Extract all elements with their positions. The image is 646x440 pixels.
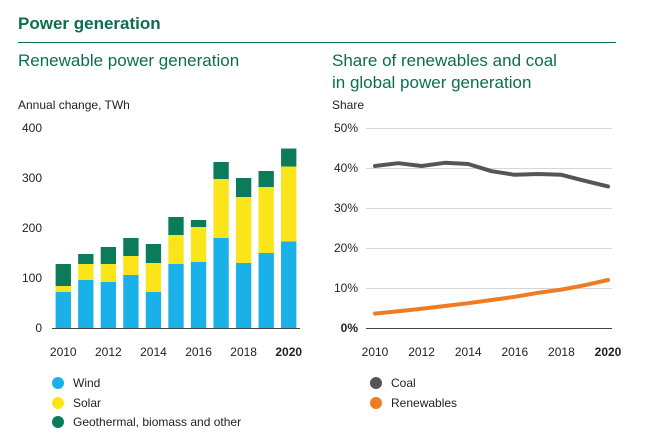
wind-bar [145, 292, 162, 328]
legend-label-solar: Solar [73, 396, 102, 410]
geothermal-bar [168, 217, 184, 235]
wind-bar [123, 275, 139, 328]
geothermal-bar [145, 244, 162, 263]
wind-bar [213, 238, 229, 328]
geothermal-bar [78, 254, 94, 264]
geothermal-bar [123, 238, 139, 256]
bar-y-tick-label: 0 [35, 321, 42, 335]
geothermal-bar [213, 162, 229, 179]
bar-x-tick-label: 2020 [275, 345, 302, 359]
line-chart: 0% 10% 20% 30% 40% 50% 2010 2012 2014 2016 2018 202… [334, 121, 622, 359]
solar-bar [258, 187, 274, 253]
line-x-tick-label: 2016 [501, 345, 528, 359]
legend-label-coal: Coal [391, 376, 416, 390]
solar-bar [235, 197, 252, 263]
bar-x-tick-label: 2016 [185, 345, 212, 359]
line-y-tick-label: 20% [334, 241, 358, 255]
bar-y-tick-label: 400 [22, 121, 42, 135]
wind-bar [100, 282, 117, 328]
bar-chart: 0 100 200 300 400 2010 2012 2014 2016 2018 2020 [22, 121, 302, 359]
solar-bar [145, 263, 162, 292]
line-x-tick-label: 2014 [455, 345, 482, 359]
wind-bar [168, 264, 184, 328]
line-x-tick-label: 2018 [548, 345, 575, 359]
wind-bar [55, 292, 71, 328]
line-x-tick-label: 2012 [408, 345, 435, 359]
line-y-tick-label: 40% [334, 161, 358, 175]
wind-dot-icon [52, 377, 64, 389]
bar-y-tick-label: 100 [22, 271, 42, 285]
wind-bar [281, 241, 297, 328]
geothermal-bar [281, 148, 297, 167]
solar-bar [55, 286, 71, 292]
bar-x-tick-label: 2010 [50, 345, 77, 359]
bar-x-tick-label: 2012 [95, 345, 122, 359]
legend-label-geothermal: Geothermal, biomass and other [73, 415, 242, 429]
bar-chart-ylabel: Annual change, TWh [18, 98, 130, 112]
geothermal-dot-icon [52, 416, 64, 428]
legend-item-geothermal: Geothermal, biomass and other [52, 415, 241, 429]
line-y-tick-label: 50% [334, 121, 358, 135]
line-x-tick-label: 2020 [595, 345, 622, 359]
solar-bar [168, 235, 184, 264]
line-y-tick-label: 10% [334, 281, 358, 295]
page-title: Power generation [18, 14, 161, 33]
wind-bar [235, 263, 252, 328]
coal-dot-icon [370, 377, 382, 389]
line-y-tick-label: 30% [334, 201, 358, 215]
geothermal-bar [235, 178, 252, 197]
geothermal-bar [258, 171, 274, 187]
solar-bar [190, 227, 207, 262]
bar-y-tick-label: 200 [22, 221, 42, 235]
solar-bar [281, 166, 297, 242]
geothermal-bar [190, 220, 207, 227]
bar-x-tick-label: 2014 [140, 345, 167, 359]
legend-label-renewables: Renewables [391, 396, 458, 410]
line-chart-title-line1: Share of renewables and coal [332, 51, 557, 70]
renewables-line [373, 278, 610, 316]
solar-dot-icon [52, 397, 64, 409]
bar-y-tick-label: 300 [22, 171, 42, 185]
legend-label-wind: Wind [73, 376, 101, 390]
bar-x-tick-label: 2018 [230, 345, 257, 359]
line-chart-title-line2: in global power generation [332, 73, 532, 92]
geothermal-bar [55, 264, 71, 286]
solar-bar [123, 256, 139, 275]
line-x-tick-label: 2010 [362, 345, 389, 359]
bar-chart-title: Renewable power generation [18, 51, 240, 70]
legend-item-wind: Wind [52, 376, 100, 390]
legend-item-solar: Solar [52, 396, 101, 410]
geothermal-bar [100, 247, 117, 264]
legend-item-renewables: Renewables [370, 396, 457, 410]
wind-bar [258, 253, 274, 328]
title-divider [18, 42, 616, 43]
renewables-dot-icon [370, 397, 382, 409]
solar-bar [78, 264, 94, 280]
solar-bar [213, 179, 229, 238]
coal-line [373, 160, 610, 189]
solar-bar [100, 264, 117, 282]
line-chart-ylabel: Share [332, 98, 365, 112]
wind-bar [78, 280, 94, 328]
legend-item-coal: Coal [370, 376, 416, 390]
line-y-tick-label: 0% [341, 321, 359, 335]
wind-bar [190, 262, 207, 328]
